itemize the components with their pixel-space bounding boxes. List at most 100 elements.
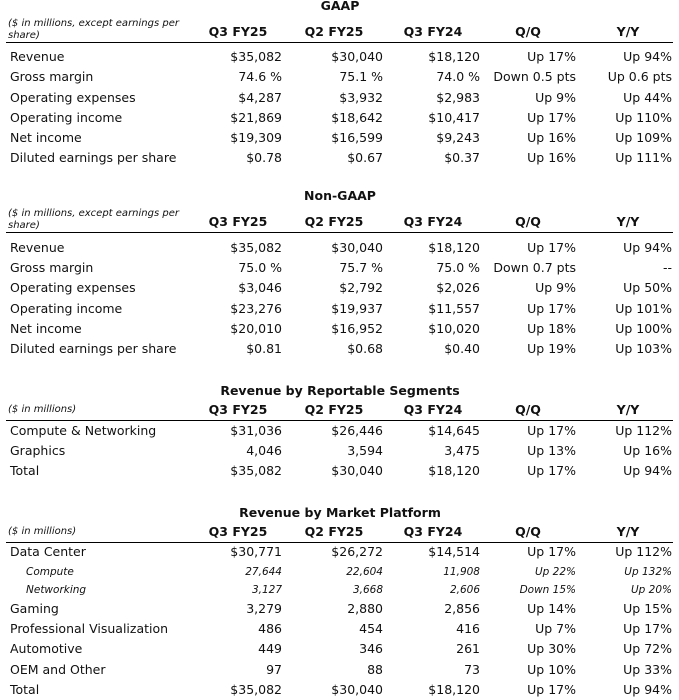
cell: Up 30% <box>527 641 576 656</box>
cell: $14,514 <box>428 544 480 559</box>
rule <box>6 232 673 233</box>
row-label: OEM and Other <box>10 662 106 677</box>
cell: 486 <box>258 621 282 636</box>
cell: $2,792 <box>339 280 383 295</box>
cell: Up 17% <box>527 240 576 255</box>
cell: Up 103% <box>615 341 672 356</box>
cell: Up 14% <box>527 601 576 616</box>
row-label: Revenue <box>10 49 65 64</box>
column-header: Q3 FY25 <box>208 402 268 417</box>
cell: Up 17% <box>527 110 576 125</box>
cell: Up 17% <box>527 463 576 478</box>
cell: $18,642 <box>331 110 383 125</box>
cell: Down 0.7 pts <box>493 260 576 275</box>
row-label: Total <box>10 682 40 697</box>
column-header: Q3 FY24 <box>403 402 463 417</box>
cell: $0.68 <box>347 341 383 356</box>
cell: Up 0.6 pts <box>607 69 672 84</box>
cell: $19,937 <box>331 301 383 316</box>
cell: Up 9% <box>535 90 576 105</box>
row-label: Professional Visualization <box>10 621 169 636</box>
table-title: GAAP <box>320 0 360 13</box>
column-header: Q2 FY25 <box>304 24 364 39</box>
cell: $23,276 <box>230 301 282 316</box>
cell: $3,046 <box>238 280 282 295</box>
cell: $18,120 <box>428 240 480 255</box>
cell: Up 16% <box>527 130 576 145</box>
header-label: ($ in millions) <box>8 404 77 415</box>
cell: 2,856 <box>444 601 480 616</box>
cell: Up 16% <box>623 443 672 458</box>
cell: Up 94% <box>623 463 672 478</box>
cell: $30,040 <box>331 463 383 478</box>
rule <box>6 420 673 421</box>
cell: $35,082 <box>230 682 282 697</box>
cell: 3,594 <box>347 443 383 458</box>
cell: Up 17% <box>527 423 576 438</box>
cell: $4,287 <box>238 90 282 105</box>
cell: Up 16% <box>527 150 576 165</box>
cell: Down 15% <box>519 584 576 596</box>
cell: Up 44% <box>623 90 672 105</box>
cell: $9,243 <box>436 130 480 145</box>
row-label: Data Center <box>10 544 86 559</box>
row-label: Net income <box>10 321 82 336</box>
row-label: Operating expenses <box>10 280 136 295</box>
rule <box>6 542 673 543</box>
column-header: Q2 FY25 <box>304 524 364 539</box>
cell: $30,771 <box>230 544 282 559</box>
cell: Up 17% <box>527 49 576 64</box>
cell: Up 33% <box>623 662 672 677</box>
cell: $10,417 <box>428 110 480 125</box>
column-header: Q3 FY24 <box>403 524 463 539</box>
cell: Up 15% <box>623 601 672 616</box>
cell: $35,082 <box>230 463 282 478</box>
cell: $11,557 <box>428 301 480 316</box>
column-header: Q3 FY25 <box>208 24 268 39</box>
cell: 2,880 <box>347 601 383 616</box>
column-header: Q/Q <box>515 214 541 229</box>
cell: $19,309 <box>230 130 282 145</box>
cell: $18,120 <box>428 49 480 64</box>
row-label: Networking <box>26 584 87 596</box>
cell: $14,645 <box>428 423 480 438</box>
cell: 3,127 <box>251 584 282 596</box>
row-label: Diluted earnings per share <box>10 150 177 165</box>
cell: $30,040 <box>331 240 383 255</box>
table-title: Revenue by Market Platform <box>239 505 441 520</box>
cell: $30,040 <box>331 49 383 64</box>
header-label: ($ in millions, except earnings per shar… <box>8 18 179 41</box>
cell: Up 112% <box>615 423 672 438</box>
cell: $31,036 <box>230 423 282 438</box>
column-header: Q/Q <box>515 524 541 539</box>
cell: 75.7 % <box>339 260 383 275</box>
cell: Up 17% <box>527 301 576 316</box>
cell: Up 111% <box>615 150 672 165</box>
row-label: Graphics <box>10 443 66 458</box>
cell: Up 94% <box>623 49 672 64</box>
cell: 88 <box>367 662 383 677</box>
cell: $10,020 <box>428 321 480 336</box>
cell: 2,606 <box>449 584 480 596</box>
row-label: Automotive <box>10 641 83 656</box>
cell: 11,908 <box>443 566 480 578</box>
cell: 454 <box>359 621 383 636</box>
row-label: Gaming <box>10 601 59 616</box>
cell: Up 17% <box>623 621 672 636</box>
cell: Up 109% <box>615 130 672 145</box>
row-label: Operating expenses <box>10 90 136 105</box>
cell: 73 <box>464 662 480 677</box>
column-header: Q3 FY25 <box>208 214 268 229</box>
column-header: Y/Y <box>616 402 640 417</box>
cell: $2,026 <box>436 280 480 295</box>
cell: 27,644 <box>245 566 282 578</box>
column-header: Q/Q <box>515 24 541 39</box>
column-header: Q3 FY24 <box>403 24 463 39</box>
cell: Up 18% <box>527 321 576 336</box>
row-label: Compute <box>26 566 74 578</box>
cell: 3,668 <box>352 584 383 596</box>
cell: Down 0.5 pts <box>493 69 576 84</box>
cell: 4,046 <box>246 443 282 458</box>
cell: Up 112% <box>615 544 672 559</box>
row-label: Gross margin <box>10 260 94 275</box>
